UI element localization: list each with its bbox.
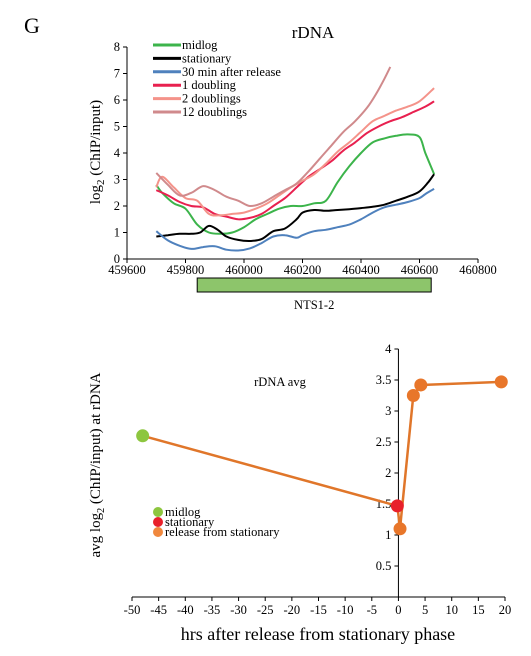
chart2-ytick-label: 4 [385, 342, 392, 356]
chart1-xtick-label: 460800 [459, 263, 497, 277]
chart1-xtick-label: 460200 [284, 263, 322, 277]
panel-letter: G [24, 13, 40, 38]
chart2-xtick-label: -45 [150, 603, 167, 617]
legend-label: 1 doubling [182, 78, 237, 92]
series-line-30-min-after-release [155, 187, 435, 252]
connector-line [142, 380, 502, 531]
chart1-ylabel-main: log [88, 184, 104, 204]
chart1-xtick-label: 459800 [167, 263, 205, 277]
legend-label: release from stationary [165, 525, 280, 539]
bottom-line-chart: rDNA avg avg log2 (ChIP/input) at rDNA h… [88, 342, 511, 644]
chart2-xtick-label: -15 [310, 603, 327, 617]
series-line-12-doublings [155, 66, 392, 208]
chart1-ytick-label: 7 [114, 67, 120, 81]
data-point [393, 522, 407, 536]
chart2-ylabel: avg log2 (ChIP/input) at rDNA [88, 372, 107, 557]
chart2-xtick-label: -35 [204, 603, 221, 617]
data-point [136, 429, 150, 443]
nts-region-bar [196, 277, 432, 293]
chart2-ylabel-main: avg log [88, 512, 104, 557]
legend-label: stationary [182, 51, 232, 65]
chart2-axes: 0.511.522.533.54-50 -45 -40 -35 -30 -25 -20 -15… [124, 342, 512, 617]
chart2-points [136, 375, 508, 536]
chart1-ytick-label: 2 [114, 199, 120, 213]
legend-marker [153, 507, 163, 517]
chart1-ylabel-rest: (ChIP/input) [88, 100, 104, 180]
legend-label: 30 min after release [182, 65, 281, 79]
chart1-ytick-label: 0 [114, 252, 120, 266]
chart2-ytick-label: 3.5 [376, 373, 392, 387]
chart2-ylabel-sub: 2 [96, 508, 107, 513]
data-point [406, 389, 420, 402]
chart1-ytick-label: 5 [114, 120, 120, 134]
chart2-xtick-label: 10 [445, 603, 458, 617]
chart1-series [155, 66, 436, 252]
chart2-ytick-label: 1 [385, 528, 391, 542]
legend-label: stationary [165, 515, 215, 529]
chart1-ylabel: log2 (ChIP/input) [88, 100, 107, 204]
legend-marker [153, 527, 163, 537]
chart2-xtick-label: -20 [284, 603, 301, 617]
chart2-xtick-label: 5 [422, 603, 428, 617]
chart1-ytick-label: 6 [114, 93, 120, 107]
data-point [494, 375, 508, 389]
legend-label: midlog [165, 505, 201, 519]
nts-region-label: NTS1-2 [294, 298, 334, 312]
chart1-xtick-label: 460400 [342, 263, 380, 277]
legend-label: 12 doublings [182, 105, 247, 119]
chart2-xtick-label: 0 [395, 603, 401, 617]
chart2-xtick-label: -40 [177, 603, 194, 617]
chart1-xtick-label: 459600 [108, 263, 146, 277]
chart2-ytick-label: 3 [385, 404, 391, 418]
chart1-ytick-label: 4 [114, 146, 121, 160]
series-line-stationary [156, 173, 435, 243]
legend-marker [153, 517, 163, 527]
chart2-xtick-label: 15 [472, 603, 485, 617]
legend-label: midlog [182, 38, 218, 52]
chart2-ytick-label: 0.5 [376, 559, 392, 573]
chart2-ylabel-rest: (ChIP/input) at rDNA [88, 372, 104, 508]
chart1-annotation: NTS1-2 [196, 277, 432, 312]
legend-label: 2 doublings [182, 92, 241, 106]
chart1-ytick-label: 8 [114, 40, 120, 54]
chart1-ytick-label: 3 [114, 173, 120, 187]
series-line-midlog [155, 133, 436, 235]
chart2-xtick-label: -50 [124, 603, 141, 617]
chart2-xtick-label: -25 [257, 603, 274, 617]
chart1-ytick-label: 1 [114, 226, 120, 240]
chart1-xtick-label: 460000 [225, 263, 263, 277]
chart2-xtick-label: -10 [337, 603, 354, 617]
chart1-axes: 0 1 2 3 4 5 6 7 8 459600 459800 460000 460200 460400 4… [108, 40, 497, 277]
chart2-xtick-label: 20 [499, 603, 512, 617]
data-point [390, 499, 404, 513]
chart1-xtick-label: 460600 [401, 263, 439, 277]
data-point [414, 378, 428, 392]
chart2-title: rDNA avg [254, 375, 306, 389]
chart2-ytick-label: 2 [385, 466, 391, 480]
chart1-ylabel-sub: 2 [95, 179, 107, 185]
chart2-xlabel: hrs after release from stationary phase [181, 624, 455, 644]
chart2-xtick-label: -30 [230, 603, 247, 617]
chart2-lines [142, 380, 502, 531]
chart2-xtick-label: -5 [367, 603, 377, 617]
chart1-title: rDNA [292, 23, 335, 42]
chart2-ytick-label: 2.5 [376, 435, 392, 449]
